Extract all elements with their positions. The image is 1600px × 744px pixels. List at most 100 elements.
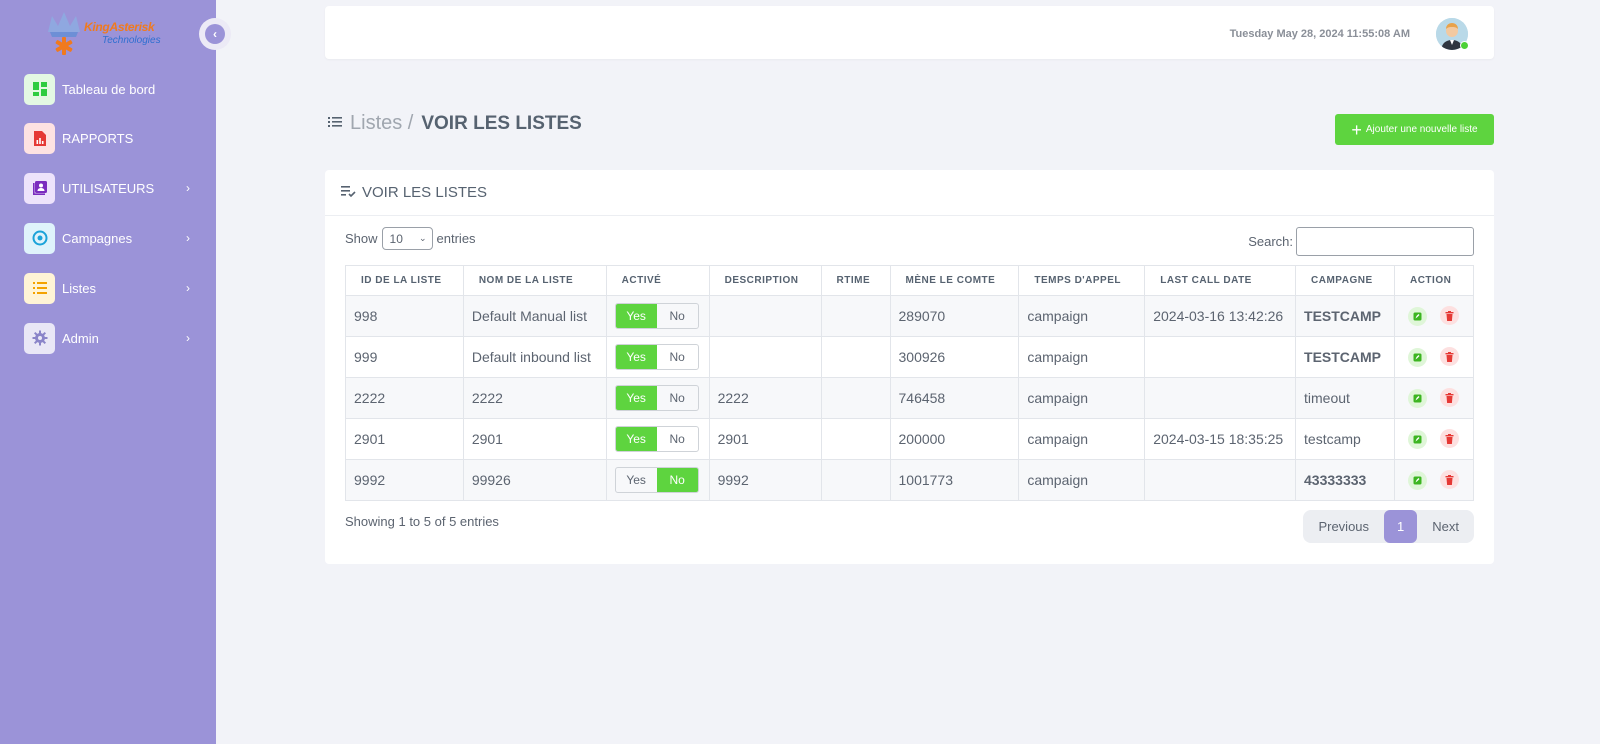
edit-button[interactable] xyxy=(1407,429,1427,449)
cell-id: 999 xyxy=(345,336,464,378)
cell-last_call: 2024-03-16 13:42:26 xyxy=(1144,295,1297,337)
table-body: 998 Default Manual list Yes No 289070 campaig… xyxy=(345,295,1475,501)
show-label: Show xyxy=(345,231,378,246)
delete-button[interactable] xyxy=(1439,429,1459,449)
breadcrumb-parent[interactable]: Listes / xyxy=(350,112,414,134)
cell-call_time: campaign xyxy=(1018,459,1146,501)
sidebar-item-lists[interactable]: Listes › xyxy=(24,272,200,304)
add-list-button[interactable]: + Ajouter une nouvelle liste xyxy=(1335,114,1494,145)
column-header[interactable]: RTIME xyxy=(820,265,891,296)
toggle-no[interactable]: No xyxy=(656,468,698,492)
sidebar: KingAsterisk Technologies Tableau de bor… xyxy=(0,0,216,744)
chevron-left-icon: ‹ xyxy=(205,24,225,44)
toggle-yes[interactable]: Yes xyxy=(615,345,657,369)
pagination: Previous 1 Next xyxy=(1303,510,1474,543)
column-header[interactable]: LAST CALL DATE xyxy=(1144,265,1297,296)
cell-last_call xyxy=(1144,459,1297,501)
column-header[interactable]: TEMPS D'APPEL xyxy=(1018,265,1146,296)
edit-icon xyxy=(1413,353,1422,362)
trash-icon xyxy=(1445,310,1454,321)
cell-campaign: TESTCAMP xyxy=(1295,295,1395,337)
cell-count: 1001773 xyxy=(889,459,1020,501)
table-header-row: ID DE LA LISTE NOM DE LA LISTE ACTIVÉ DE… xyxy=(345,265,1475,296)
active-toggle[interactable]: Yes No xyxy=(614,303,699,329)
sidebar-item-reports[interactable]: RAPPORTS xyxy=(24,122,200,154)
crown-logo-icon xyxy=(48,12,80,55)
toggle-no[interactable]: No xyxy=(669,350,685,364)
edit-icon xyxy=(1413,435,1422,444)
trash-icon xyxy=(1445,433,1454,444)
brand-logo[interactable]: KingAsterisk Technologies xyxy=(44,10,164,56)
sidebar-item-label: UTILISATEURS xyxy=(62,180,155,196)
sidebar-item-label: Campagnes xyxy=(62,230,133,246)
report-icon xyxy=(24,122,55,154)
toggle-no[interactable]: No xyxy=(669,391,685,405)
edit-button[interactable] xyxy=(1407,306,1427,326)
list-icon xyxy=(24,272,55,304)
toggle-yes[interactable]: Yes xyxy=(626,473,646,487)
delete-button[interactable] xyxy=(1439,306,1459,326)
column-header[interactable]: ACTION xyxy=(1393,265,1475,296)
sidebar-item-users[interactable]: UTILISATEURS › xyxy=(24,172,200,204)
gear-icon xyxy=(24,322,55,354)
toggle-yes[interactable]: Yes xyxy=(615,386,657,410)
sidebar-item-label: Tableau de bord xyxy=(62,81,156,97)
search-control: Search: xyxy=(1248,227,1474,256)
column-header[interactable]: MÈNE LE COMTE xyxy=(889,265,1020,296)
cell-action xyxy=(1393,418,1475,460)
page-size-select[interactable]: 10 ⌄ xyxy=(381,227,433,250)
sidebar-item-campaigns[interactable]: Campagnes › xyxy=(24,222,200,254)
previous-page-button[interactable]: Previous xyxy=(1318,519,1370,534)
topbar: Tuesday May 28, 2024 11:55:08 AM xyxy=(325,6,1494,59)
column-header[interactable]: CAMPAGNE xyxy=(1295,265,1395,296)
column-header[interactable]: ACTIVÉ xyxy=(605,265,710,296)
column-header[interactable]: DESCRIPTION xyxy=(708,265,822,296)
edit-icon xyxy=(1413,476,1422,485)
sidebar-item-label: Admin xyxy=(62,330,99,346)
sidebar-item-admin[interactable]: Admin › xyxy=(24,322,200,354)
delete-button[interactable] xyxy=(1439,470,1459,490)
cell-id: 2222 xyxy=(345,377,464,419)
cell-active: Yes No xyxy=(605,336,710,378)
column-header[interactable]: NOM DE LA LISTE xyxy=(462,265,607,296)
cell-action xyxy=(1393,336,1475,378)
next-page-button[interactable]: Next xyxy=(1432,519,1459,534)
cell-last_call xyxy=(1144,377,1297,419)
sidebar-item-dashboard[interactable]: Tableau de bord xyxy=(24,73,200,105)
toggle-no[interactable]: No xyxy=(669,432,685,446)
cell-action xyxy=(1393,295,1475,337)
active-toggle[interactable]: Yes No xyxy=(614,467,699,493)
toggle-yes[interactable]: Yes xyxy=(615,427,657,451)
table-row: 2222 2222 Yes No 2222 746458 campaign timeout xyxy=(345,377,1475,419)
cell-id: 9992 xyxy=(345,459,464,501)
cell-count: 289070 xyxy=(889,295,1020,337)
sidebar-item-label: Listes xyxy=(62,280,96,296)
sidebar-collapse-button[interactable]: ‹ xyxy=(199,18,231,50)
table-row: 9992 99926 Yes No 9992 1001773 campaign 4333333… xyxy=(345,459,1475,501)
edit-button[interactable] xyxy=(1407,470,1427,490)
cell-name: 2901 xyxy=(462,418,607,460)
edit-button[interactable] xyxy=(1407,388,1427,408)
search-input[interactable] xyxy=(1296,227,1474,256)
delete-button[interactable] xyxy=(1439,388,1459,408)
cell-rtime xyxy=(820,459,891,501)
trash-icon xyxy=(1445,474,1454,485)
table-info: Showing 1 to 5 of 5 entries xyxy=(345,514,499,529)
edit-button[interactable] xyxy=(1407,347,1427,367)
page-1-button[interactable]: 1 xyxy=(1384,510,1418,543)
toggle-no[interactable]: No xyxy=(669,309,685,323)
chevron-right-icon: › xyxy=(186,181,190,195)
active-toggle[interactable]: Yes No xyxy=(614,344,699,370)
active-toggle[interactable]: Yes No xyxy=(614,385,699,411)
cell-campaign: TESTCAMP xyxy=(1295,336,1395,378)
column-header[interactable]: ID DE LA LISTE xyxy=(345,265,464,296)
active-toggle[interactable]: Yes No xyxy=(614,426,699,452)
toggle-yes[interactable]: Yes xyxy=(615,304,657,328)
chevron-right-icon: › xyxy=(186,281,190,295)
cell-rtime xyxy=(820,295,891,337)
lists-card: VOIR LES LISTES Show 10 ⌄ entries Search… xyxy=(325,170,1494,564)
cell-name: Default Manual list xyxy=(462,295,607,337)
trash-icon xyxy=(1445,351,1454,362)
cell-active: Yes No xyxy=(605,418,710,460)
delete-button[interactable] xyxy=(1439,347,1459,367)
